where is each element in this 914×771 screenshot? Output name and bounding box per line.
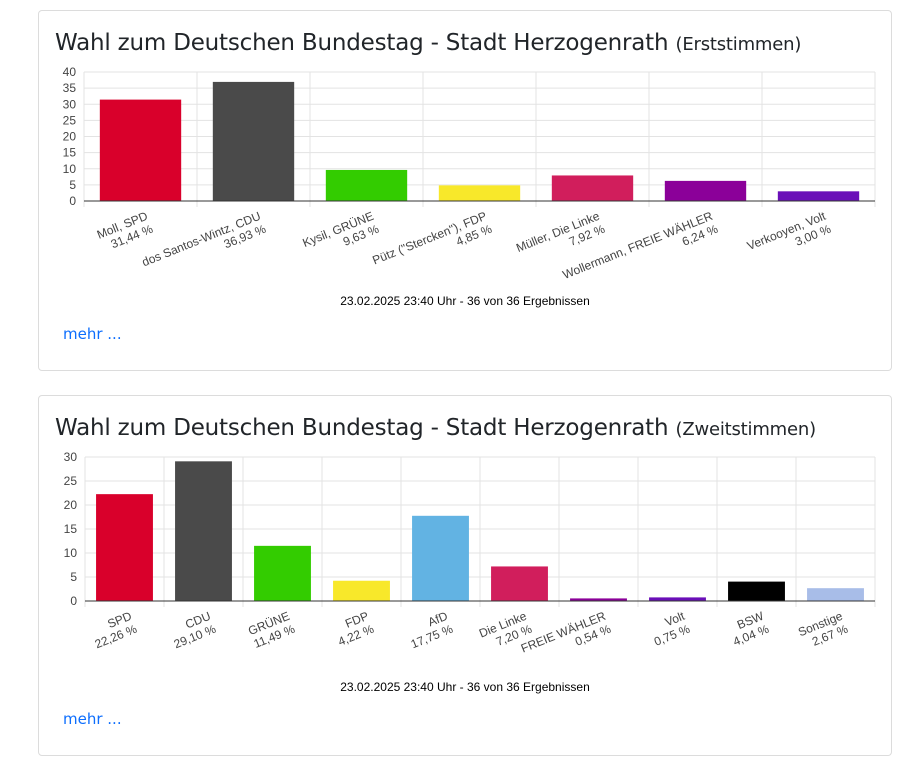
y-tick-label: 25 — [63, 113, 77, 127]
subtitle-text: (Erststimmen) — [675, 34, 802, 55]
y-tick-label: 30 — [63, 97, 77, 111]
y-tick-label: 30 — [64, 450, 78, 464]
title-text: Wahl zum Deutschen Bundestag - Stadt Her… — [55, 415, 669, 441]
bar-5 — [412, 515, 469, 601]
bar-5 — [551, 175, 634, 201]
bar-2 — [212, 81, 295, 201]
y-tick-label: 10 — [63, 162, 77, 176]
bar-1 — [96, 494, 153, 601]
bar-2 — [175, 461, 232, 601]
title-text: Wahl zum Deutschen Bundestag - Stadt Her… — [55, 30, 669, 56]
y-tick-label: 0 — [69, 194, 76, 208]
y-tick-label: 5 — [70, 570, 77, 584]
bar-7 — [570, 598, 627, 601]
card-title: Wahl zum Deutschen Bundestag - Stadt Her… — [55, 415, 816, 441]
y-tick-label: 35 — [63, 81, 77, 95]
y-tick-label: 20 — [64, 498, 78, 512]
result-timestamp: 23.02.2025 23:40 Uhr - 36 von 36 Ergebni… — [340, 680, 590, 694]
y-tick-label: 15 — [64, 522, 78, 536]
y-tick-label: 15 — [63, 146, 77, 160]
y-tick-label: 20 — [63, 130, 77, 144]
zweitstimmen-card: Wahl zum Deutschen Bundestag - Stadt Her… — [38, 395, 892, 756]
bar-7 — [777, 191, 860, 201]
bar-9 — [728, 581, 785, 601]
y-tick-label: 25 — [64, 474, 78, 488]
bar-1 — [99, 99, 182, 201]
y-tick-label: 10 — [64, 546, 78, 560]
bar-6 — [664, 180, 747, 201]
y-tick-label: 0 — [70, 594, 77, 608]
bar-4 — [333, 580, 390, 601]
more-link[interactable]: mehr ... — [63, 325, 122, 343]
y-tick-label: 40 — [63, 65, 77, 79]
result-timestamp: 23.02.2025 23:40 Uhr - 36 von 36 Ergebni… — [340, 294, 590, 308]
erststimmen-card: Wahl zum Deutschen Bundestag - Stadt Her… — [38, 10, 892, 371]
bar-10 — [807, 588, 864, 601]
card-title: Wahl zum Deutschen Bundestag - Stadt Her… — [55, 30, 801, 56]
bar-8 — [649, 597, 706, 601]
subtitle-text: (Zweitstimmen) — [675, 419, 817, 440]
bar-3 — [325, 169, 408, 201]
y-tick-label: 5 — [69, 178, 76, 192]
bar-4 — [438, 185, 521, 201]
bar-3 — [254, 545, 311, 601]
bar-6 — [491, 566, 548, 601]
more-link[interactable]: mehr ... — [63, 710, 122, 728]
